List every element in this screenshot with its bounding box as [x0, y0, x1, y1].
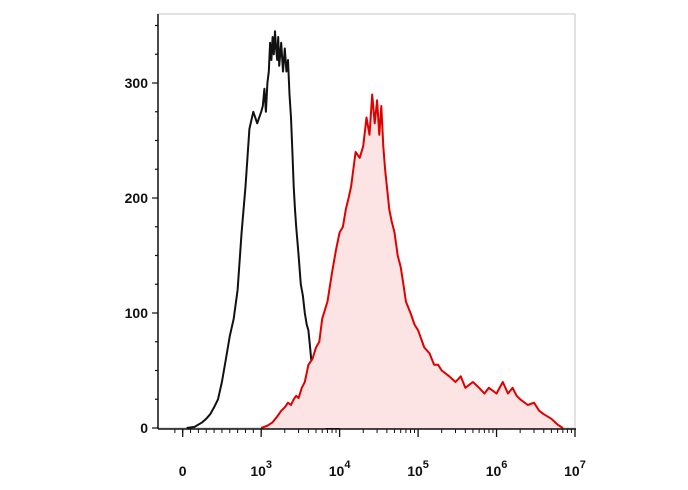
y-tick-label: 200 — [125, 190, 149, 206]
x-ticks: 0 103 104 105 106 107 — [174, 429, 586, 479]
x-tick-label: 103 — [250, 459, 272, 479]
series-1-line — [260, 93, 564, 429]
x-tick-label: 106 — [486, 459, 508, 479]
y-tick-label: 100 — [125, 305, 149, 321]
y-ticks: 0 100 200 300 — [125, 24, 158, 436]
x-tick-label: 105 — [407, 459, 429, 479]
series-1-area — [261, 94, 563, 428]
y-tick-label: 0 — [140, 420, 148, 436]
x-tick-label: 107 — [564, 459, 586, 479]
x-tick-label: 0 — [179, 463, 187, 479]
x-tick-label: 104 — [329, 459, 352, 479]
y-tick-label: 300 — [125, 75, 149, 91]
series-layer — [186, 30, 564, 429]
